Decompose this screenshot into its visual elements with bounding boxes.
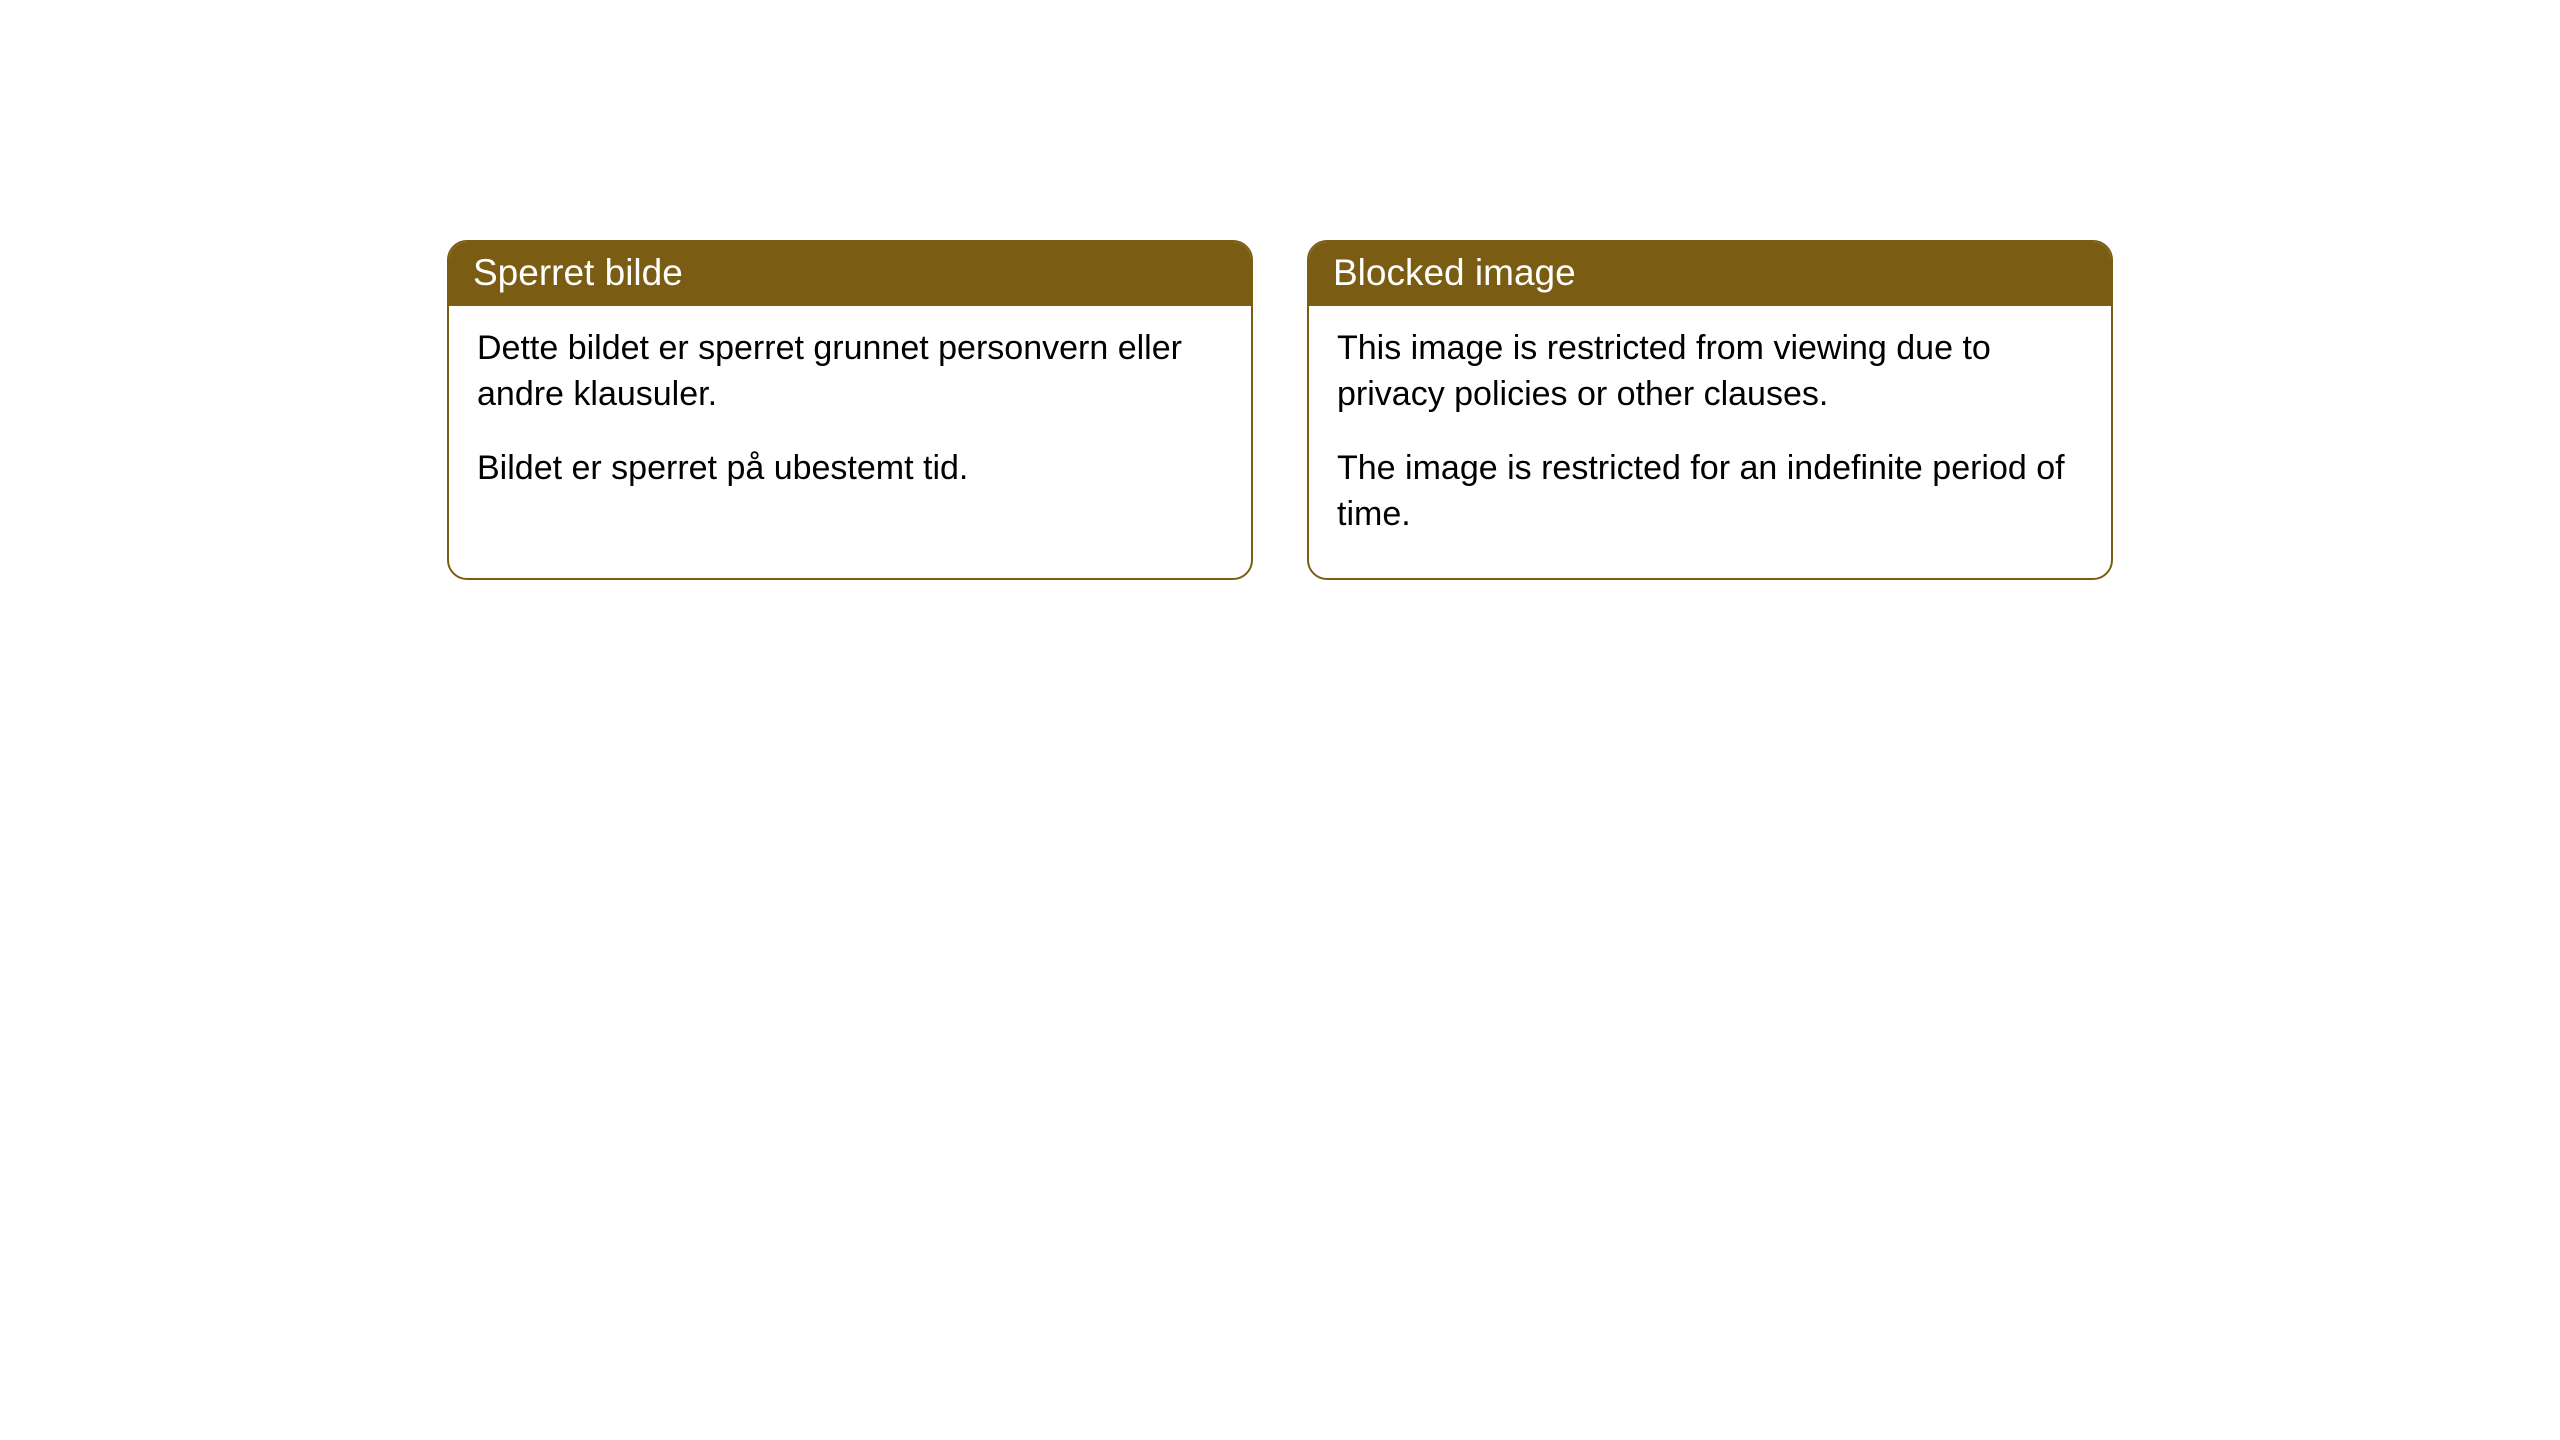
notice-paragraph-1-norwegian: Dette bildet er sperret grunnet personve… xyxy=(477,326,1223,418)
notice-paragraph-2-english: The image is restricted for an indefinit… xyxy=(1337,446,2083,538)
notice-title-english: Blocked image xyxy=(1309,242,2111,306)
notice-body-english: This image is restricted from viewing du… xyxy=(1309,306,2111,578)
notice-title-norwegian: Sperret bilde xyxy=(449,242,1251,306)
notice-paragraph-2-norwegian: Bildet er sperret på ubestemt tid. xyxy=(477,446,1223,492)
notice-card-norwegian: Sperret bilde Dette bildet er sperret gr… xyxy=(447,240,1253,580)
notice-container: Sperret bilde Dette bildet er sperret gr… xyxy=(447,240,2113,580)
notice-body-norwegian: Dette bildet er sperret grunnet personve… xyxy=(449,306,1251,532)
notice-card-english: Blocked image This image is restricted f… xyxy=(1307,240,2113,580)
notice-paragraph-1-english: This image is restricted from viewing du… xyxy=(1337,326,2083,418)
